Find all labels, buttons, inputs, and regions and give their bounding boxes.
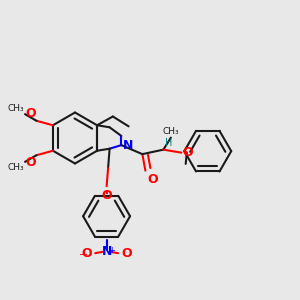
- Text: CH₃: CH₃: [8, 104, 24, 113]
- Text: N: N: [123, 139, 133, 152]
- Text: −: −: [79, 250, 88, 260]
- Text: N: N: [101, 245, 112, 258]
- Text: O: O: [25, 156, 36, 169]
- Text: +: +: [108, 246, 115, 255]
- Text: H: H: [165, 138, 172, 148]
- Text: O: O: [25, 107, 36, 120]
- Text: O: O: [81, 247, 92, 260]
- Text: CH₃: CH₃: [163, 127, 179, 136]
- Text: O: O: [101, 189, 112, 202]
- Text: CH₃: CH₃: [8, 163, 24, 172]
- Text: O: O: [182, 146, 193, 159]
- Text: O: O: [122, 247, 132, 260]
- Text: O: O: [147, 173, 158, 186]
